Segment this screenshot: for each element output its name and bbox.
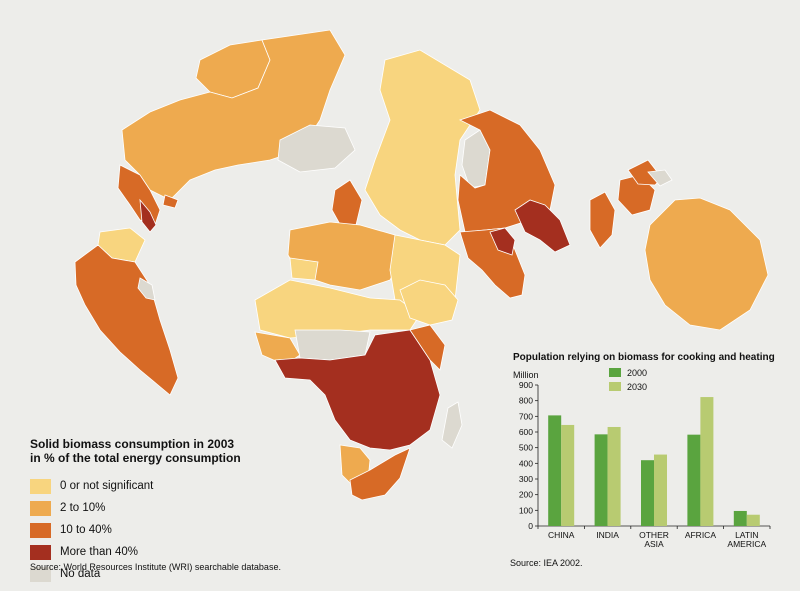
chart-legend-label: 2030 [627, 382, 647, 392]
legend-title: Solid biomass consumption in 2003 in % o… [30, 437, 270, 465]
chart-legend: 2000 2030 [609, 368, 647, 392]
y-tick-label: 100 [519, 505, 533, 515]
region-central-africa [274, 329, 441, 451]
legend-item: 10 to 40% [30, 521, 290, 539]
region-horn-africa [409, 324, 446, 371]
legend-item: No data [30, 565, 290, 583]
region-north-america [121, 29, 346, 201]
region-iberia [289, 257, 319, 281]
region-middle-east [399, 279, 459, 326]
region-south-africa [349, 447, 411, 501]
y-tick-label: 400 [519, 458, 533, 468]
x-tick-label: AFRICA [685, 530, 717, 540]
legend-swatch [30, 500, 51, 516]
region-madagascar [441, 401, 463, 449]
y-tick-label: 500 [519, 443, 533, 453]
bar-2030 [700, 397, 714, 526]
y-tick-label: 700 [519, 411, 533, 421]
region-caribbean [162, 194, 179, 209]
map-source: Source: World Resources Institute (WRI) … [30, 562, 281, 572]
bar-2030 [607, 426, 621, 526]
region-south-america [74, 244, 179, 396]
y-tick-label: 200 [519, 490, 533, 500]
region-europe [287, 221, 401, 291]
legend-swatch [30, 566, 51, 582]
legend-label: 0 or not significant [60, 480, 154, 492]
bar-2000 [733, 510, 747, 526]
bar-2000 [548, 415, 562, 526]
map-legend: Solid biomass consumption in 2003 in % o… [30, 437, 290, 587]
y-tick-label: 800 [519, 396, 533, 406]
region-southeast-asia [514, 199, 571, 253]
legend-items: 0 or not significant 2 to 10% 10 to 40% … [30, 477, 290, 583]
region-north-africa [254, 279, 421, 339]
bar-2000 [641, 460, 654, 526]
bar-2000 [594, 434, 608, 526]
legend-label: No data [60, 568, 101, 580]
chart-title: Population relying on biomass for cookin… [513, 352, 775, 363]
legend-label: More than 40% [60, 546, 138, 558]
legend-label: 2 to 10% [60, 502, 106, 514]
y-tick-label: 0 [528, 521, 533, 531]
x-tick-label: OTHER [639, 530, 669, 540]
region-south-america-east [137, 277, 156, 301]
x-tick-label: CHINA [548, 530, 575, 540]
region-indochina [489, 227, 516, 256]
y-tick-label: 600 [519, 427, 533, 437]
x-tick-label: AMERICA [727, 539, 766, 549]
y-tick-label: 900 [519, 380, 533, 390]
chart-source: Source: IEA 2002. [510, 558, 583, 568]
bar-2030 [561, 424, 575, 526]
legend-item: 2 to 10% [30, 499, 290, 517]
biomass-population-chart: Population relying on biomass for cookin… [513, 352, 775, 549]
region-greenland [277, 124, 356, 173]
bar-2030 [654, 454, 667, 526]
chart-ylabel: Million [513, 370, 539, 380]
x-tick-label: INDIA [596, 530, 619, 540]
chart-axes: 0 100 200 300 400 500 600 700 800 900 CHINA INDIA OT… [519, 380, 771, 549]
legend-title-line1: Solid biomass consumption in 2003 [30, 437, 235, 451]
region-central-america-south [139, 198, 157, 233]
region-scandinavia [331, 179, 363, 229]
region-australia [644, 197, 769, 331]
legend-title-line2: in % of the total energy consumption [30, 451, 241, 465]
legend-label: 10 to 40% [60, 524, 112, 536]
x-tick-label: LATIN [735, 530, 758, 540]
legend-swatch [30, 522, 51, 538]
chart-legend-label: 2000 [627, 368, 647, 378]
chart-legend-swatch [609, 368, 621, 377]
chart-bars [548, 397, 760, 526]
legend-swatch [30, 478, 51, 494]
x-tick-label: ASIA [644, 539, 664, 549]
region-pacific-nodata [647, 169, 673, 187]
y-tick-label: 300 [519, 474, 533, 484]
region-indonesia [589, 191, 616, 249]
chart-legend-swatch [609, 382, 621, 391]
legend-item: 0 or not significant [30, 477, 290, 495]
bar-2000 [687, 434, 701, 526]
legend-item: More than 40% [30, 543, 290, 561]
bar-2030 [746, 514, 760, 526]
legend-swatch [30, 544, 51, 560]
